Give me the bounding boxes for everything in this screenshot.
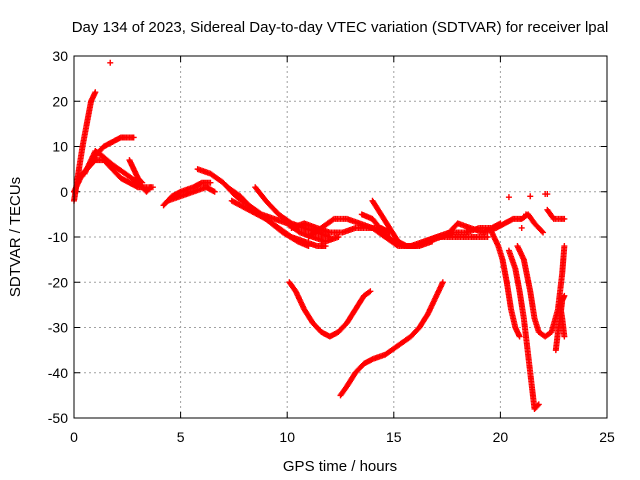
data-point [484,234,491,240]
data-point [211,188,218,195]
data-point [535,401,542,408]
plot-frame [73,55,608,419]
data-point [516,333,523,340]
data-point [540,229,547,236]
data-point [538,228,545,235]
y-tick-label: 20 [52,93,68,109]
data-point [522,211,529,218]
data-point [329,216,336,223]
data-point [322,243,329,250]
data-point [139,179,146,186]
x-tick-label: 10 [279,429,295,445]
data-point [561,243,568,250]
data-point [367,288,374,295]
y-tick-label: 0 [60,184,68,200]
x-tick-label: 25 [599,429,615,445]
data-point [130,134,137,141]
data-point [92,89,99,96]
data-point [305,243,312,250]
x-tick-label: 20 [493,429,509,445]
data-point [366,289,373,296]
chart-title: Day 134 of 2023, Sidereal Day-to-day VTE… [72,19,609,36]
y-tick-label: -20 [48,274,68,290]
data-point [561,333,568,340]
y-tick-label: 30 [52,48,68,64]
data-point [138,178,145,185]
data-point [107,59,114,66]
x-tick-label: 0 [70,429,78,445]
data-point [147,184,154,191]
data-point [561,292,568,299]
x-tick-label: 5 [177,429,185,445]
x-axis-label: GPS time / hours [283,458,397,475]
x-tick-label: 15 [386,429,402,445]
data-points [71,59,568,412]
y-tick-label: 10 [52,139,68,155]
data-point [527,193,534,200]
y-tick-label: -10 [48,229,68,245]
y-tick-label: -50 [48,410,68,426]
y-tick-label: -30 [48,320,68,336]
data-point [505,194,512,201]
data-point [439,279,446,286]
data-point [518,224,525,231]
data-point [146,185,153,192]
y-tick-label: -40 [48,365,68,381]
data-point [207,179,214,186]
data-point [534,402,541,409]
y-axis-label: SDTVAR / TECUs [7,177,24,297]
data-point [544,191,551,198]
data-point [561,215,568,222]
